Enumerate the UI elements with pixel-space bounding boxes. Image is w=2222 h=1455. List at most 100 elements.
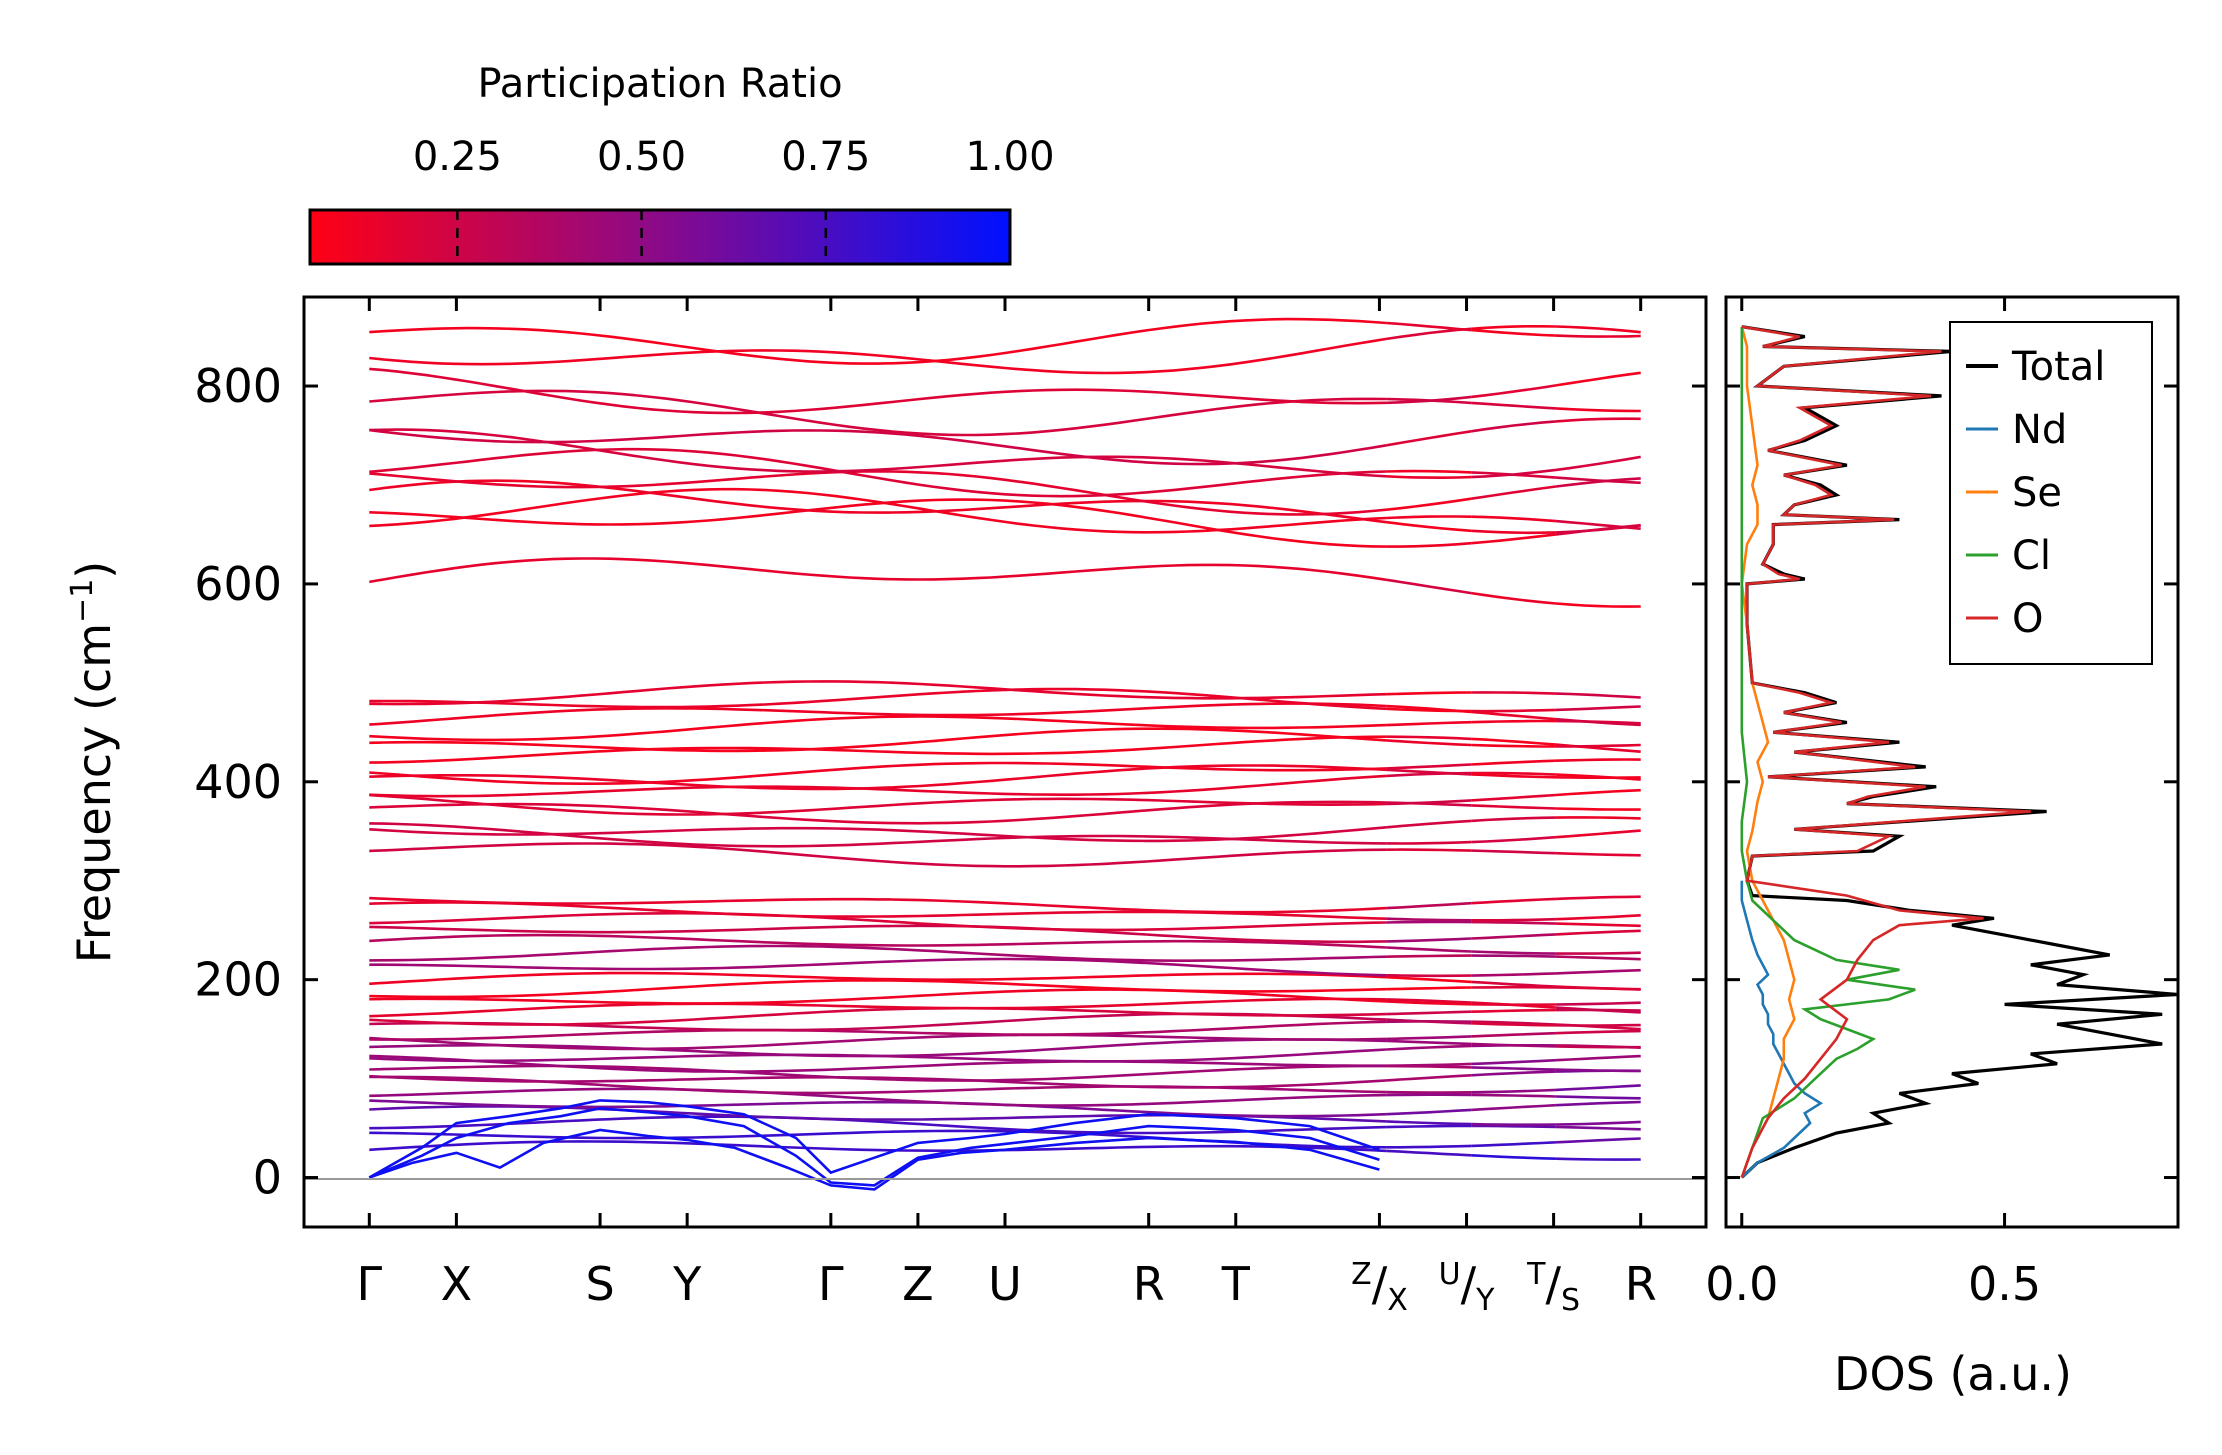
kpoint-label: Y xyxy=(672,1257,702,1311)
band-line xyxy=(1471,420,1557,433)
band-line xyxy=(369,470,1387,516)
band-line xyxy=(369,1006,1387,1026)
band-line xyxy=(369,1074,1387,1089)
dos-y-ticks xyxy=(1726,384,2178,1180)
y-tick-label: 800 xyxy=(194,359,282,413)
band-line xyxy=(1386,1149,1472,1157)
band-line xyxy=(1471,743,1556,748)
band-line xyxy=(1386,321,1472,332)
colorbar-tick-label: 0.25 xyxy=(413,134,502,180)
band-line xyxy=(1386,520,1472,533)
band-line xyxy=(1471,1058,1556,1066)
band-line xyxy=(1386,840,1472,845)
band-line xyxy=(369,428,1387,478)
band-line xyxy=(1471,485,1557,500)
band-line xyxy=(1386,739,1472,747)
kpoint-label: R xyxy=(1625,1257,1657,1311)
band-line xyxy=(1386,986,1472,991)
band-line xyxy=(1555,929,1641,936)
band-line xyxy=(1471,328,1556,337)
kpoint-label: Γ xyxy=(818,1257,844,1311)
band-line xyxy=(1471,972,1556,977)
band-line xyxy=(369,1038,1387,1058)
legend-label: Total xyxy=(2011,344,2105,390)
band-line xyxy=(1471,793,1556,802)
band-line xyxy=(1555,1084,1641,1092)
band-line xyxy=(369,727,1387,753)
band-line xyxy=(1386,720,1472,727)
y-tick-label: 600 xyxy=(194,557,282,611)
band-line xyxy=(1386,395,1472,405)
band-line xyxy=(1471,920,1556,925)
kpoint-label: S xyxy=(585,1257,614,1311)
band-line xyxy=(1471,591,1557,605)
band-line xyxy=(1386,1035,1472,1041)
band-line xyxy=(1386,515,1472,520)
band-line xyxy=(1471,1022,1556,1027)
colorbar-ticks: 0.25 0.50 0.75 1.00 xyxy=(413,134,1055,264)
band-line xyxy=(1555,1137,1641,1144)
band-line xyxy=(1386,998,1472,1004)
band-line xyxy=(1386,578,1472,595)
band-line xyxy=(1471,1042,1556,1048)
kpoint-label: T xyxy=(1221,1257,1251,1311)
dos-line-nd xyxy=(1740,880,1824,1179)
band-line xyxy=(1555,985,1641,991)
band-line xyxy=(1386,920,1472,924)
band-line xyxy=(369,842,1387,868)
band-line xyxy=(1555,417,1641,423)
colorbar-tick-label: 1.00 xyxy=(965,134,1054,180)
band-line xyxy=(1555,743,1641,748)
band-line xyxy=(1386,1120,1472,1126)
band-line xyxy=(369,447,1387,498)
dos-lines xyxy=(1740,325,2178,1179)
band-line xyxy=(1555,1120,1641,1126)
band-line xyxy=(1555,334,1641,338)
colorbar-tick-label: 0.50 xyxy=(597,134,686,180)
band-line xyxy=(369,367,1387,415)
band-line xyxy=(1555,788,1641,797)
band-line xyxy=(369,389,1387,437)
band-line xyxy=(1386,763,1472,770)
band-line xyxy=(1555,602,1641,608)
band-line xyxy=(369,793,1387,816)
band-line xyxy=(1555,1001,1641,1006)
band-line xyxy=(1471,980,1556,988)
band-line xyxy=(1386,707,1472,713)
band-line xyxy=(1386,1010,1472,1016)
band-line xyxy=(1555,407,1641,413)
band-line xyxy=(1471,1122,1556,1126)
band-line xyxy=(1386,974,1472,978)
band-line xyxy=(369,479,1387,524)
band-line xyxy=(1555,914,1641,921)
band-line xyxy=(369,498,1387,548)
dos-line-cl xyxy=(1740,326,1916,1178)
band-line xyxy=(1386,1108,1472,1116)
band-line xyxy=(1386,848,1472,852)
band-line xyxy=(1471,954,1556,958)
band-line xyxy=(369,487,1387,534)
band-line xyxy=(369,896,1387,914)
band-line xyxy=(1386,691,1472,696)
colorbar-title: Participation Ratio xyxy=(477,61,842,107)
band-structure-panel: 0 200 400 600 800 Γ X S Y Γ Z U R T Z/X U/Y T/S R Freque… xyxy=(65,295,1708,1318)
band-line xyxy=(369,1099,1387,1118)
kpoint-label: Z/X xyxy=(1351,1257,1408,1318)
band-line xyxy=(1386,497,1472,511)
band-line xyxy=(1471,1008,1556,1013)
band-line xyxy=(1555,1100,1641,1107)
band-line xyxy=(1555,1006,1641,1014)
band-line xyxy=(369,715,1387,742)
band-line xyxy=(1555,1054,1641,1062)
dos-axes-frame xyxy=(1724,295,2180,1229)
band-line xyxy=(1471,384,1557,399)
band-y-axis-label: Frequency (cm−1) xyxy=(65,561,121,964)
band-line xyxy=(1471,773,1556,779)
band-line xyxy=(1555,705,1641,712)
band-line xyxy=(1555,922,1641,928)
y-tick-label: 0 xyxy=(253,1151,282,1205)
band-line xyxy=(1386,1144,1472,1149)
band-line xyxy=(1555,455,1641,472)
legend-label: O xyxy=(2012,596,2043,642)
